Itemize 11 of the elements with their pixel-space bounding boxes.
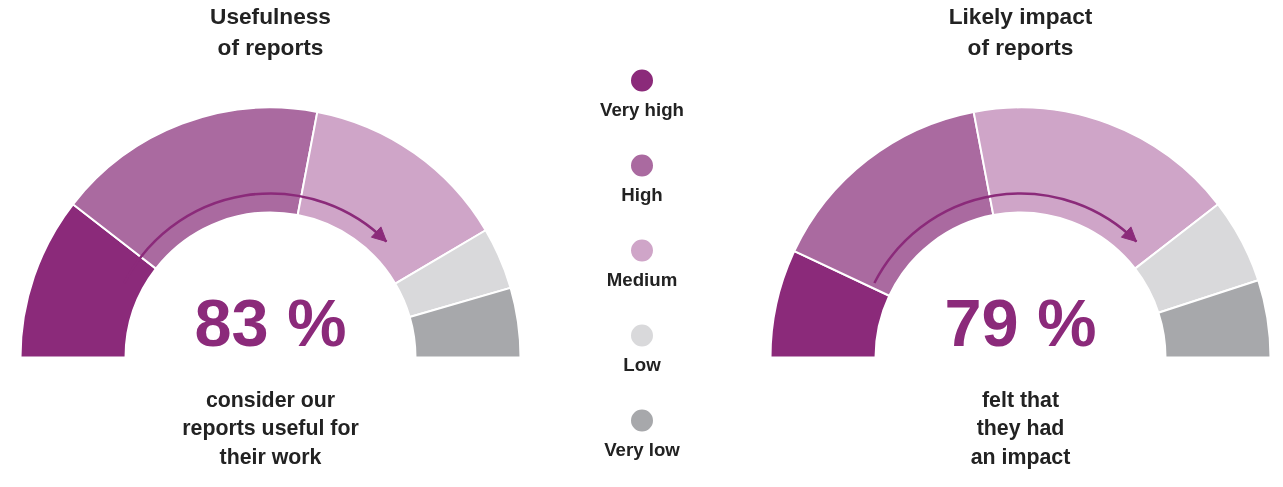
text: 83 % — [194, 285, 347, 360]
text: felt that they had an impact — [970, 387, 1071, 470]
text: consider our reports useful for their work — [182, 387, 359, 470]
text: 79 % — [944, 285, 1097, 360]
legend-label: Low — [623, 353, 662, 375]
legend-label: High — [621, 183, 663, 205]
slice-label: Likely impact of reports — [948, 2, 1093, 60]
legend-label: Very low — [604, 438, 681, 460]
legend-label: Medium — [606, 268, 678, 290]
slice-label: Usefulness of reports — [210, 2, 331, 60]
legend-label: Very high — [600, 98, 684, 120]
